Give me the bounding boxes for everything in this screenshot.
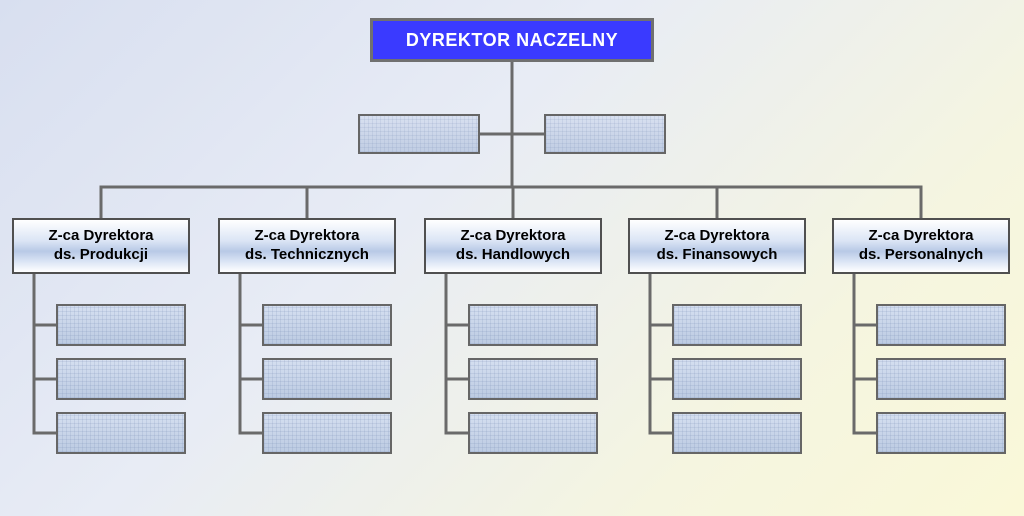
sub-box-0-2	[56, 412, 186, 454]
sub-box-2-2	[468, 412, 598, 454]
dept-line2: ds. Technicznych	[245, 246, 369, 263]
dept-line2: ds. Personalnych	[859, 246, 983, 263]
dept-line1: Z-ca Dyrektora	[254, 227, 359, 244]
dept-line2: ds. Finansowych	[657, 246, 778, 263]
sub-box-1-2	[262, 412, 392, 454]
dept-line1: Z-ca Dyrektora	[460, 227, 565, 244]
sub-box-1-1	[262, 358, 392, 400]
sub-box-2-1	[468, 358, 598, 400]
sub-box-1-0	[262, 304, 392, 346]
assistant-box-1	[544, 114, 666, 154]
dept-box-3: Z-ca Dyrektora ds. Finansowych	[628, 218, 806, 274]
dept-box-1: Z-ca Dyrektora ds. Technicznych	[218, 218, 396, 274]
sub-box-4-1	[876, 358, 1006, 400]
dept-line1: Z-ca Dyrektora	[868, 227, 973, 244]
sub-box-3-2	[672, 412, 802, 454]
dept-line2: ds. Produkcji	[54, 246, 148, 263]
dept-box-0: Z-ca Dyrektora ds. Produkcji	[12, 218, 190, 274]
dept-box-2: Z-ca Dyrektora ds. Handlowych	[424, 218, 602, 274]
dept-line1: Z-ca Dyrektora	[48, 227, 153, 244]
sub-box-4-0	[876, 304, 1006, 346]
dept-line1: Z-ca Dyrektora	[664, 227, 769, 244]
sub-box-3-1	[672, 358, 802, 400]
assistant-box-0	[358, 114, 480, 154]
root-node: DYREKTOR NACZELNY	[370, 18, 654, 62]
sub-box-2-0	[468, 304, 598, 346]
sub-box-0-0	[56, 304, 186, 346]
dept-box-4: Z-ca Dyrektora ds. Personalnych	[832, 218, 1010, 274]
dept-line2: ds. Handlowych	[456, 246, 570, 263]
root-label: DYREKTOR NACZELNY	[406, 30, 618, 51]
sub-box-0-1	[56, 358, 186, 400]
sub-box-4-2	[876, 412, 1006, 454]
sub-box-3-0	[672, 304, 802, 346]
